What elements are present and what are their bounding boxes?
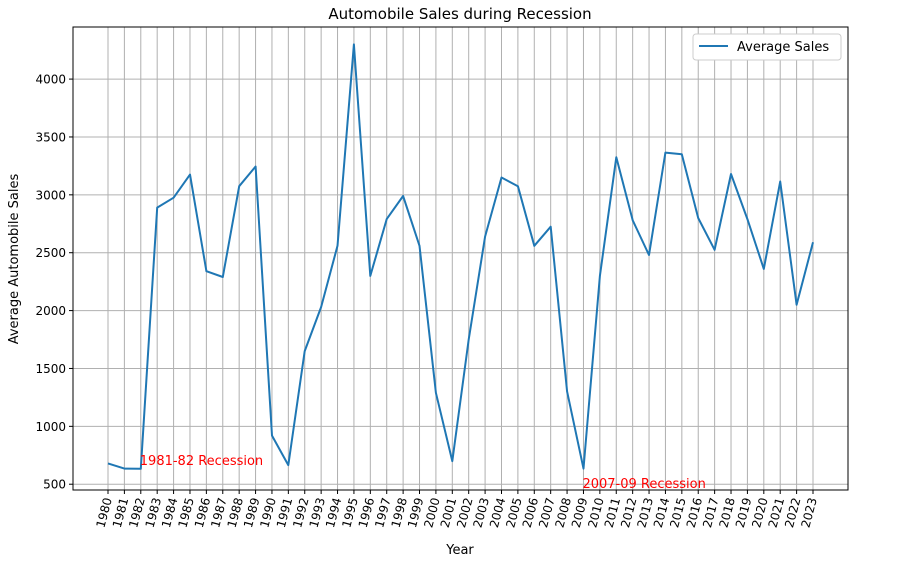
y-tick-label: 2500 bbox=[35, 246, 66, 260]
x-axis: 1980198119821983198419851986198719881989… bbox=[93, 490, 819, 529]
y-axis: 500 1000 1500 2000 2500 3000 3500 4000 bbox=[35, 73, 73, 492]
y-tick-label: 3500 bbox=[35, 130, 66, 144]
y-tick-label: 2000 bbox=[35, 304, 66, 318]
legend-label: Average Sales bbox=[737, 40, 829, 55]
y-tick-label: 1000 bbox=[35, 420, 66, 434]
recession-annotation: 1981-82 Recession bbox=[140, 454, 263, 469]
plot-frame bbox=[73, 27, 848, 490]
legend: Average Sales bbox=[693, 34, 841, 60]
y-tick-label: 4000 bbox=[35, 73, 66, 87]
y-tick-label: 1500 bbox=[35, 362, 66, 376]
series-layer bbox=[108, 44, 813, 468]
x-axis-label: Year bbox=[445, 543, 474, 558]
y-tick-label: 500 bbox=[43, 478, 66, 492]
series-line-average-sales bbox=[108, 44, 813, 468]
y-axis-label: Average Automobile Sales bbox=[7, 174, 22, 345]
grid bbox=[73, 27, 848, 490]
y-tick-label: 3000 bbox=[35, 188, 66, 202]
chart-title: Automobile Sales during Recession bbox=[328, 5, 591, 23]
